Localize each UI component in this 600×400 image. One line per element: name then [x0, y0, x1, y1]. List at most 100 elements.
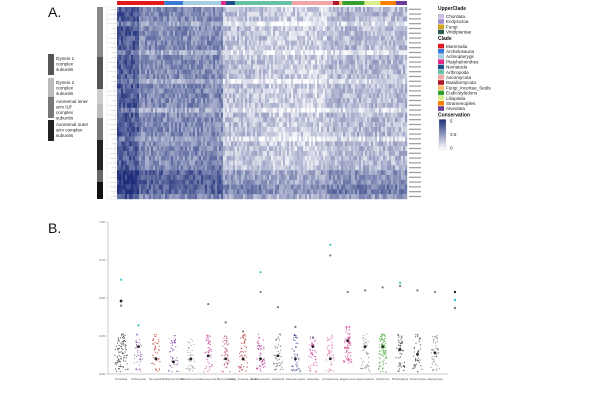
- heatmap-cell: [213, 93, 216, 99]
- heatmap-cell: [351, 136, 354, 142]
- heatmap-cell: [123, 98, 126, 104]
- heatmap-cell: [279, 93, 282, 99]
- heatmap-cell: [391, 40, 394, 46]
- heatmap-cell: [123, 11, 126, 17]
- heatmap-cell: [117, 69, 120, 75]
- heatmap-cell: [305, 160, 308, 166]
- heatmap-cell: [359, 131, 362, 137]
- heatmap-cell: [395, 59, 398, 65]
- heatmap-cell: [139, 26, 142, 32]
- heatmap-cell: [151, 26, 154, 32]
- heatmap-cell: [125, 151, 128, 156]
- heatmap-cell: [331, 88, 334, 94]
- heatmap-cell: [215, 64, 218, 70]
- heatmap-cell: [373, 93, 376, 99]
- heatmap-cell: [345, 112, 348, 118]
- heatmap-cell: [175, 69, 178, 75]
- heatmap-cell: [217, 103, 220, 108]
- heatmap-cell: [227, 31, 230, 36]
- heatmap-cell: [217, 136, 220, 142]
- heatmap-cell: [141, 64, 144, 70]
- heatmap-cell: [299, 59, 302, 65]
- heatmap-cell: [385, 103, 388, 108]
- heatmap-cell: [241, 112, 244, 118]
- heatmap-cell: [385, 131, 388, 137]
- heatmap-cell: [281, 35, 284, 41]
- heatmap-cell: [219, 170, 222, 176]
- heatmap-cell: [169, 98, 172, 104]
- heatmap-cell: [227, 40, 230, 46]
- heatmap-cell: [247, 45, 250, 51]
- heatmap-cell: [155, 74, 158, 80]
- heatmap-cell: [295, 11, 298, 17]
- heatmap-cell: [289, 64, 292, 70]
- heatmap-cell: [177, 50, 180, 56]
- heatmap-cell: [397, 107, 400, 113]
- heatmap-cell: [383, 64, 386, 70]
- heatmap-cell: [201, 146, 204, 152]
- heatmap-cell: [395, 131, 398, 137]
- heatmap-cell: [277, 88, 280, 94]
- heatmap-cell: [359, 11, 362, 17]
- heatmap-cell: [349, 83, 352, 89]
- heatmap-cell: [173, 69, 176, 75]
- heatmap-cell: [347, 151, 350, 156]
- heatmap-cell: [201, 127, 204, 132]
- heatmap-cell: [237, 16, 240, 22]
- heatmap-cell: [299, 155, 302, 161]
- heatmap-cell: [345, 165, 348, 171]
- heatmap-cell: [381, 79, 384, 84]
- heatmap-cell: [351, 93, 354, 99]
- heatmap-cell: [175, 26, 178, 32]
- heatmap-cell: [401, 40, 404, 46]
- heatmap-cell: [371, 98, 374, 104]
- heatmap-cell: [401, 127, 404, 132]
- heatmap-cell: [127, 155, 130, 161]
- heatmap-cell: [117, 151, 120, 156]
- heatmap-cell: [149, 131, 152, 137]
- heatmap-cell: [281, 160, 284, 166]
- heatmap-cell: [325, 117, 328, 123]
- heatmap-cell: [263, 112, 266, 118]
- heatmap-cell: [287, 64, 290, 70]
- heatmap-cell: [175, 112, 178, 118]
- heatmap-cell: [169, 59, 172, 65]
- clade-bar-segment: [221, 1, 226, 5]
- heatmap-cell: [339, 31, 342, 36]
- heatmap-cell: [307, 88, 310, 94]
- heatmap-cell: [377, 141, 380, 147]
- heatmap-cell: [317, 103, 320, 108]
- heatmap-cell: [317, 165, 320, 171]
- heatmap-cell: [271, 107, 274, 113]
- heatmap-cell: [263, 55, 266, 60]
- heatmap-cell: [317, 136, 320, 142]
- heatmap-cell: [367, 103, 370, 108]
- heatmap-cell: [121, 136, 124, 142]
- heatmap-cell: [147, 79, 150, 84]
- heatmap-cell: [131, 40, 134, 46]
- heatmap-cell: [159, 31, 162, 36]
- heatmap-cell: [399, 93, 402, 99]
- heatmap-cell: [267, 69, 270, 75]
- heatmap-cell: [289, 40, 292, 46]
- heatmap-cell: [221, 170, 224, 176]
- heatmap-cell: [201, 21, 204, 27]
- heatmap-cell: [313, 69, 316, 75]
- heatmap-cell: [205, 59, 208, 65]
- heatmap-cell: [311, 7, 314, 12]
- heatmap-cell: [183, 146, 186, 152]
- heatmap-cell: [225, 35, 228, 41]
- heatmap-cell: [197, 50, 200, 56]
- heatmap-cell: [209, 160, 212, 166]
- heatmap-cell: [299, 165, 302, 171]
- heatmap-cell: [305, 16, 308, 22]
- heatmap-cell: [207, 117, 210, 123]
- heatmap-cell: [119, 136, 122, 142]
- heatmap-cell: [261, 165, 264, 171]
- heatmap-cell: [127, 11, 130, 17]
- heatmap-cell: [271, 165, 274, 171]
- heatmap-cell: [209, 127, 212, 132]
- heatmap-cell: [191, 103, 194, 108]
- heatmap-cell: [363, 55, 366, 60]
- heatmap-cell: [145, 127, 148, 132]
